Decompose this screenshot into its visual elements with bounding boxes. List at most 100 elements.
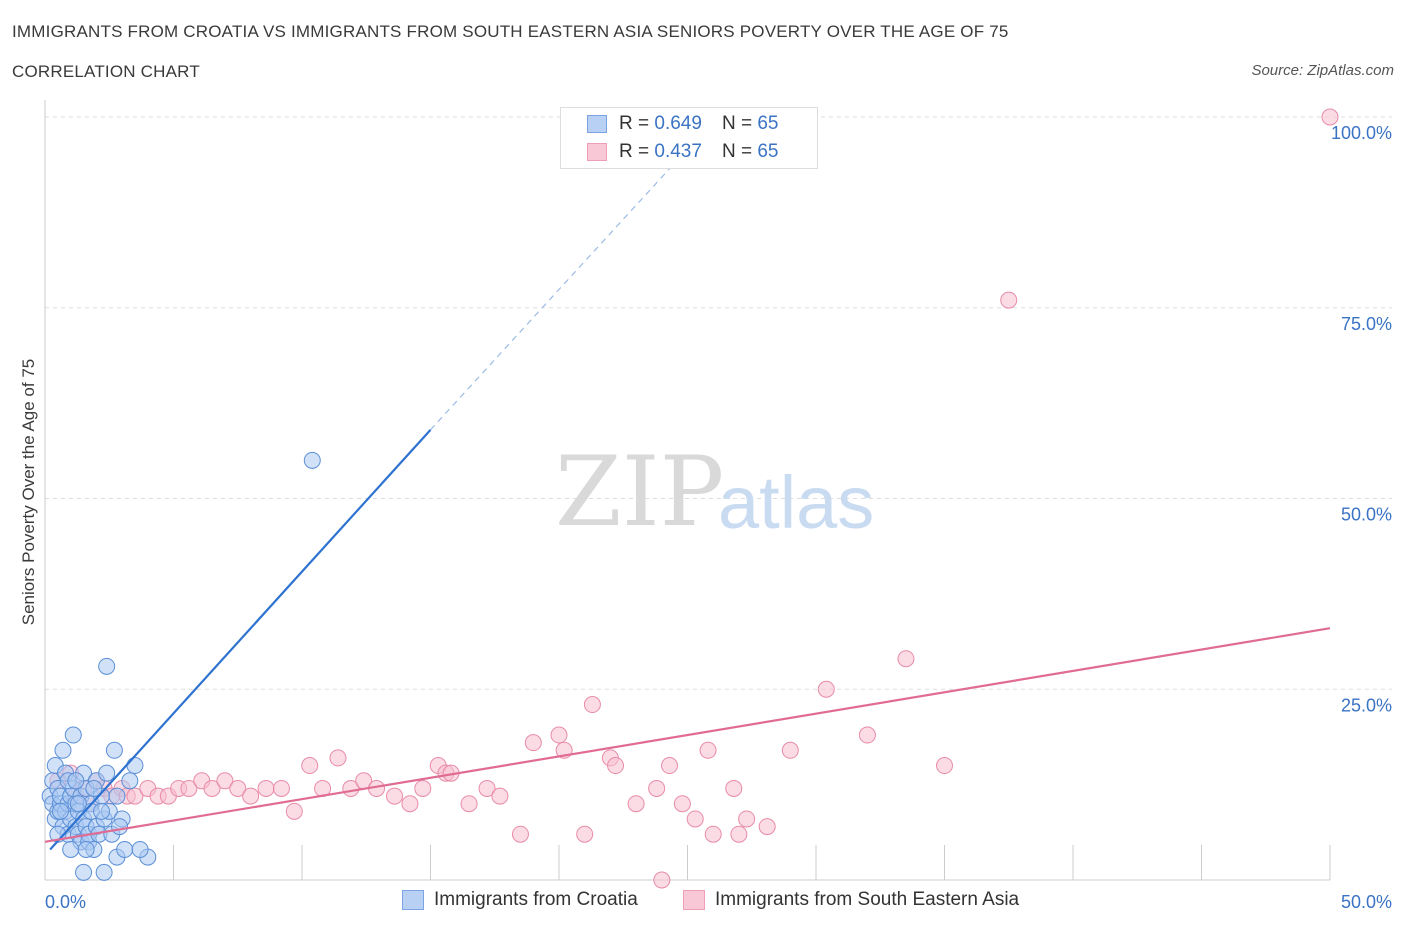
croatia-point bbox=[131, 840, 149, 858]
sea-point bbox=[1321, 108, 1339, 126]
sea-swatch bbox=[587, 143, 607, 161]
croatia-point bbox=[64, 726, 82, 744]
croatia-point bbox=[93, 802, 111, 820]
sea-series-points bbox=[49, 108, 1339, 889]
croatia-legend-swatch bbox=[402, 890, 424, 910]
sea-point bbox=[648, 779, 666, 797]
croatia-point bbox=[54, 741, 72, 759]
source-credit: Source: ZipAtlas.com bbox=[1251, 62, 1394, 79]
croatia-point bbox=[69, 795, 87, 813]
sea-point bbox=[478, 779, 496, 797]
legend-row-croatia: R = 0.649 N = 65 bbox=[587, 112, 778, 136]
croatia-point bbox=[116, 840, 134, 858]
sea-point bbox=[216, 772, 234, 790]
sea-point bbox=[285, 802, 303, 820]
sea-point bbox=[550, 726, 568, 744]
sea-point bbox=[758, 818, 776, 836]
sea-point bbox=[738, 810, 756, 828]
legend-item-sea[interactable]: Immigrants from South Eastern Asia bbox=[683, 889, 1019, 911]
trend-lines bbox=[44, 131, 1331, 851]
legend-r-label: R = bbox=[619, 113, 650, 134]
watermark: ZIP atlas bbox=[555, 436, 874, 548]
sea-point bbox=[460, 795, 478, 813]
croatia-point bbox=[77, 840, 95, 858]
sea-legend-swatch bbox=[683, 890, 705, 910]
croatia-point bbox=[51, 802, 69, 820]
sea-point bbox=[126, 787, 144, 805]
sea-point bbox=[511, 825, 529, 843]
sea-point bbox=[242, 787, 260, 805]
sea-point bbox=[653, 871, 671, 889]
sea-point bbox=[699, 741, 717, 759]
croatia-point bbox=[121, 772, 139, 790]
sea-point bbox=[583, 696, 601, 714]
watermark-atlas: atlas bbox=[718, 461, 874, 544]
sea-point bbox=[661, 757, 679, 775]
sea-point bbox=[627, 795, 645, 813]
sea-point bbox=[401, 795, 419, 813]
sea-point bbox=[704, 825, 722, 843]
tick-labels: 25.0% 50.0% 75.0% 100.0% 0.0% 50.0% bbox=[45, 123, 1392, 912]
watermark-zip: ZIP bbox=[555, 436, 724, 548]
y-tick-label: 100.0% bbox=[1331, 123, 1392, 143]
legend-label-croatia: Immigrants from Croatia bbox=[434, 889, 638, 910]
sea-point bbox=[180, 779, 198, 797]
sea-point bbox=[858, 726, 876, 744]
sea-point bbox=[272, 779, 290, 797]
sea-point bbox=[414, 779, 432, 797]
legend-row-sea: R = 0.437 N = 65 bbox=[587, 140, 778, 164]
y-tick-label: 75.0% bbox=[1341, 314, 1392, 334]
croatia-point bbox=[105, 741, 123, 759]
croatia-series-points bbox=[41, 451, 321, 881]
legend-item-croatia[interactable]: Immigrants from Croatia bbox=[402, 889, 638, 911]
legend-label-sea: Immigrants from South Eastern Asia bbox=[715, 889, 1020, 910]
axis-layer bbox=[44, 100, 1331, 881]
sea-point bbox=[607, 757, 625, 775]
sea-point bbox=[1000, 291, 1018, 309]
legend-n-label: N = bbox=[721, 141, 753, 162]
y-tick-label: 50.0% bbox=[1341, 505, 1392, 525]
legend-r-value: 0.649 bbox=[654, 113, 702, 134]
croatia-point bbox=[62, 840, 80, 858]
chart-subtitle: CORRELATION CHART bbox=[12, 62, 200, 81]
sea-point bbox=[329, 749, 347, 767]
series-legend: Immigrants from Croatia Immigrants from … bbox=[0, 889, 1406, 915]
sea-point bbox=[686, 810, 704, 828]
legend-n-label: N = bbox=[721, 113, 753, 134]
croatia-trend-extension bbox=[430, 131, 704, 431]
croatia-point bbox=[95, 863, 113, 881]
sea-point bbox=[229, 779, 247, 797]
sea-point bbox=[257, 779, 275, 797]
legend-r-value: 0.437 bbox=[654, 141, 702, 162]
sea-point bbox=[730, 825, 748, 843]
sea-point bbox=[386, 787, 404, 805]
chart-title: IMMIGRANTS FROM CROATIA VS IMMIGRANTS FR… bbox=[12, 22, 1009, 41]
stats-legend: R = 0.649 N = 65 R = 0.437 N = 65 bbox=[560, 107, 818, 169]
sea-point bbox=[301, 757, 319, 775]
sea-trend-line bbox=[44, 627, 1331, 843]
croatia-point bbox=[98, 657, 116, 675]
croatia-point bbox=[85, 779, 103, 797]
croatia-point bbox=[67, 772, 85, 790]
sea-point bbox=[897, 650, 915, 668]
sea-point bbox=[936, 757, 953, 775]
croatia-point bbox=[98, 764, 116, 782]
x-tick-label: 50.0% bbox=[1341, 892, 1392, 912]
legend-r-label: R = bbox=[619, 141, 650, 162]
sea-point bbox=[491, 787, 509, 805]
sea-point bbox=[817, 680, 835, 698]
croatia-point bbox=[126, 757, 144, 775]
y-tick-label: 25.0% bbox=[1341, 695, 1392, 715]
croatia-point bbox=[111, 818, 129, 836]
croatia-trend-line bbox=[49, 429, 432, 851]
sea-point bbox=[673, 795, 691, 813]
legend-n-value: 65 bbox=[757, 141, 779, 162]
croatia-point bbox=[75, 863, 93, 881]
croatia-point bbox=[303, 451, 321, 469]
sea-point bbox=[524, 734, 542, 752]
croatia-swatch bbox=[587, 115, 607, 133]
grid-layer bbox=[45, 116, 1392, 690]
sea-point bbox=[781, 741, 799, 759]
sea-point bbox=[725, 779, 743, 797]
